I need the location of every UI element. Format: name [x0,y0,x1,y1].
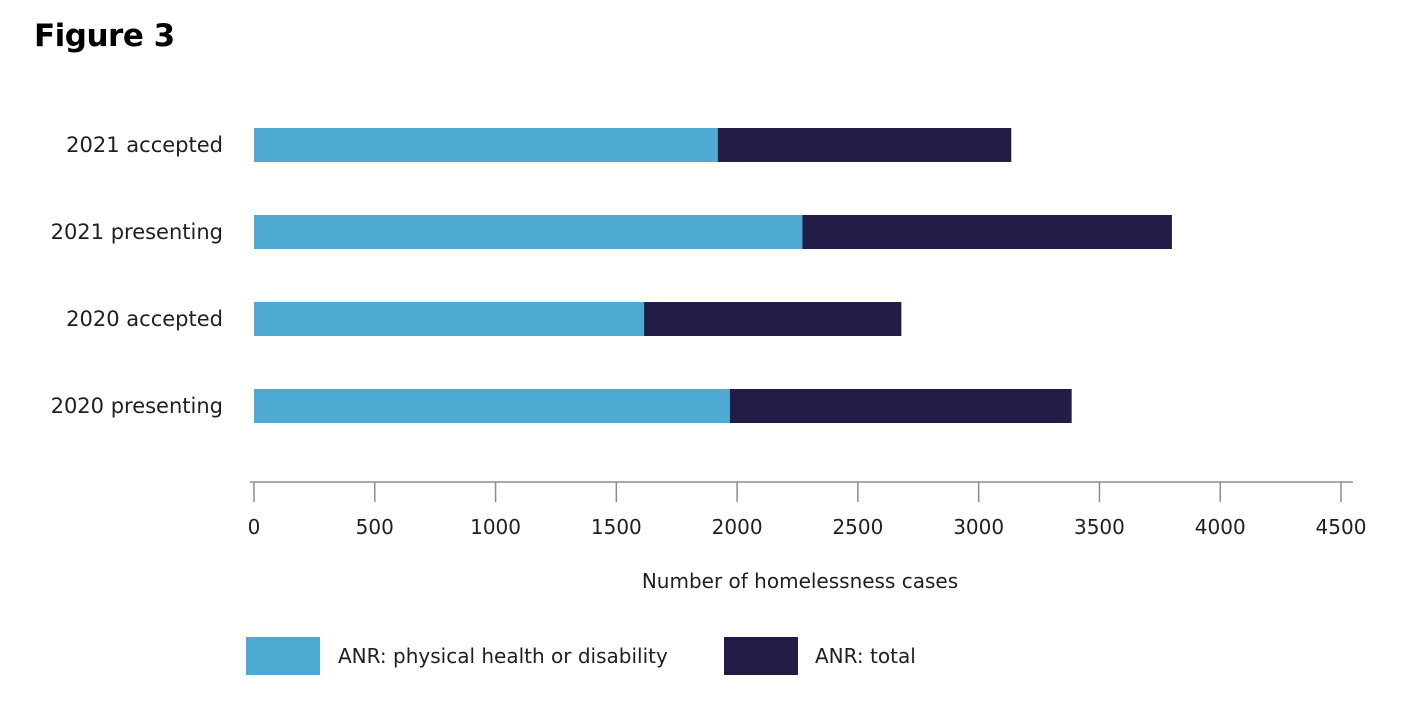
bar-physical-0 [254,128,718,162]
figure-title: Figure 3 [34,18,175,54]
bar-total-2 [644,302,902,336]
category-label-0: 2021 accepted [66,133,223,157]
x-tick-label-2: 1000 [470,515,521,539]
category-label-3: 2020 presenting [51,394,223,418]
bar-physical-3 [254,389,730,423]
category-label-2: 2020 accepted [66,307,223,331]
legend-swatch-total [724,637,798,675]
x-tick-label-7: 3500 [1074,515,1125,539]
bar-physical-2 [254,302,645,336]
x-tick-label-3: 1500 [591,515,642,539]
legend-label-total: ANR: total [815,644,916,668]
x-tick-label-6: 3000 [953,515,1004,539]
x-axis: 0 500 1000 1500 2000 2500 3000 3500 4000 4500 [248,481,1367,539]
x-axis-title: Number of homelessness cases [642,569,958,593]
bar-total-1 [802,215,1172,249]
legend: ANR: physical health or disability ANR: … [246,637,916,675]
bar-physical-1 [254,215,803,249]
category-labels: 2021 accepted 2021 presenting 2020 accepte… [51,133,223,418]
bar-total-0 [717,128,1012,162]
x-tick-label-4: 2000 [712,515,763,539]
x-tick-label-9: 4500 [1316,515,1367,539]
bar-total-3 [729,389,1072,423]
bars-layer [254,128,1172,423]
category-label-1: 2021 presenting [51,220,223,244]
x-tick-label-5: 2500 [832,515,883,539]
x-tick-label-0: 0 [248,515,261,539]
legend-swatch-physical [246,637,320,675]
legend-label-physical: ANR: physical health or disability [338,644,668,668]
x-tick-label-8: 4000 [1195,515,1246,539]
x-tick-label-1: 500 [356,515,394,539]
